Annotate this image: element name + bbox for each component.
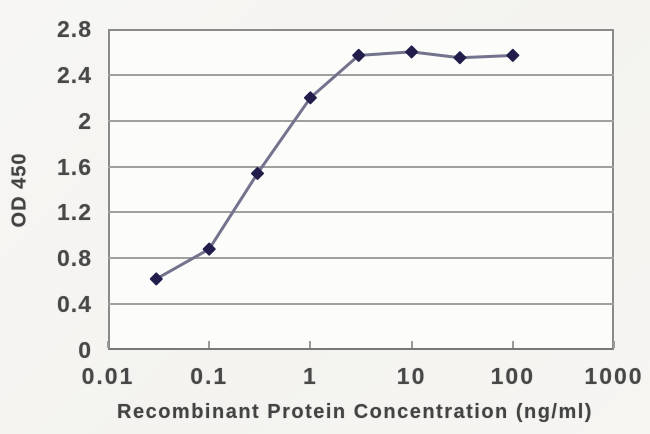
data-point-marker xyxy=(202,242,216,256)
y-tick-label: 1.2 xyxy=(57,199,92,226)
x-tick-mark xyxy=(511,341,514,348)
y-tick-label: 0.8 xyxy=(57,245,92,272)
data-point-marker xyxy=(352,48,366,62)
y-tick-label: 0 xyxy=(78,337,92,363)
data-series-layer xyxy=(149,45,520,286)
gridline xyxy=(108,303,614,306)
y-tick-label: 0.4 xyxy=(57,291,92,318)
data-point-marker xyxy=(405,45,419,59)
x-tick-label: 0.01 xyxy=(81,363,135,389)
x-tick-mark xyxy=(107,341,109,348)
data-point-marker xyxy=(453,51,467,65)
data-point-marker xyxy=(250,166,264,180)
plot-area xyxy=(108,29,614,350)
x-axis-title: Recombinant Protein Concentration (ng/ml… xyxy=(117,401,593,423)
data-series-line xyxy=(155,50,513,281)
x-tick-mark xyxy=(613,341,615,348)
y-tick-label: 1.6 xyxy=(57,153,92,180)
x-tick-mark xyxy=(410,341,413,348)
y-tick-label: 2 xyxy=(78,107,92,134)
data-point-marker xyxy=(506,48,520,62)
x-tick-mark xyxy=(208,341,211,348)
gridline xyxy=(108,165,614,168)
x-tick-label: 10 xyxy=(396,363,427,389)
data-point-marker xyxy=(149,272,163,286)
y-tick-label: 2.4 xyxy=(57,61,92,88)
data-point-marker xyxy=(303,91,317,105)
x-tick-label: 100 xyxy=(490,363,535,389)
gridline xyxy=(108,257,614,260)
gridline xyxy=(108,211,614,214)
x-tick-label: 0.1 xyxy=(190,363,229,389)
x-tick-label: 1 xyxy=(302,363,318,389)
gridline xyxy=(108,119,614,122)
x-tick-mark xyxy=(309,341,312,348)
gridline xyxy=(108,73,614,76)
y-tick-label: 2.8 xyxy=(57,16,92,42)
x-tick-label: 1000 xyxy=(584,363,644,389)
